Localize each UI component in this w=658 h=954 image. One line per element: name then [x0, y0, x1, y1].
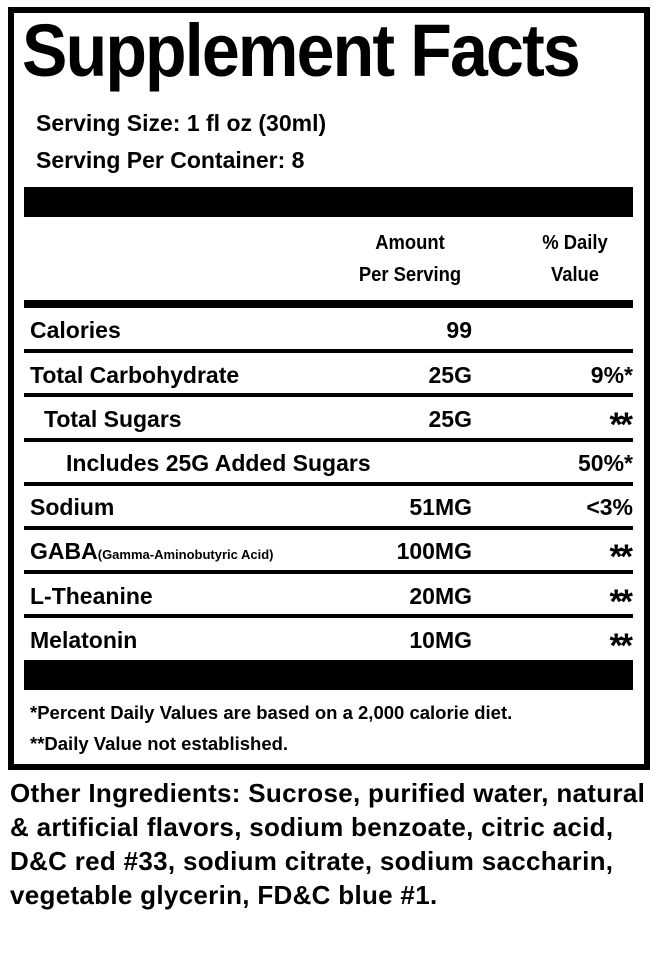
row-divider: [24, 393, 633, 397]
amount-header-line2: Per Serving: [358, 264, 462, 286]
nutrient-name: Total Sugars: [44, 406, 182, 432]
nutrient-row-calories: Calories 99: [24, 308, 633, 352]
daily-value-header: % Daily Value: [515, 227, 635, 291]
header-divider: [24, 300, 633, 308]
nutrient-name-sub: (Gamma-Aminobutyric Acid): [97, 547, 274, 562]
thick-divider: [24, 187, 633, 217]
nutrient-name: Calories: [30, 317, 121, 343]
other-ingredients: Other Ingredients: Sucrose, purified wat…: [10, 776, 650, 912]
nutrient-daily-value: 9%*: [590, 362, 633, 388]
nutrient-name: GABA(Gamma-Aminobutyric Acid): [30, 535, 274, 571]
nutrient-daily-value: **: [609, 538, 634, 576]
nutrient-name: Sodium: [30, 494, 115, 520]
other-ingredients-text: Sucrose, purified water, natural & artif…: [10, 778, 646, 910]
nutrient-name: L-Theanine: [30, 583, 153, 609]
serving-size: Serving Size: 1 fl oz (30ml): [36, 110, 327, 136]
row-divider: [24, 614, 633, 618]
nutrient-daily-value: <3%: [586, 494, 633, 520]
dv-header-line2: Value: [550, 264, 600, 286]
nutrient-name-main: GABA: [30, 538, 98, 564]
nutrient-name: Melatonin: [30, 627, 138, 653]
other-ingredients-label: Other Ingredients:: [10, 778, 241, 808]
row-divider: [24, 349, 633, 353]
nutrient-row-l-theanine: L-Theanine 20MG **: [24, 574, 634, 621]
nutrient-name: Total Carbohydrate: [30, 362, 240, 388]
nutrient-row-added-sugars: Includes 25G Added Sugars 50%*: [24, 441, 633, 485]
thick-divider-bottom: [24, 660, 633, 690]
nutrient-row-gaba: GABA(Gamma-Aminobutyric Acid) 100MG **: [24, 529, 634, 576]
nutrient-amount: 25G: [428, 406, 472, 432]
nutrient-amount: 51MG: [409, 494, 472, 520]
nutrient-row-sodium: Sodium 51MG <3%: [24, 485, 633, 529]
servings-per-container: Serving Per Container: 8: [36, 147, 305, 173]
footnote-not-established: **Daily Value not established.: [30, 733, 289, 754]
nutrient-amount: 99: [446, 317, 472, 343]
nutrient-amount: 25G: [428, 362, 472, 388]
nutrient-amount: 100MG: [396, 538, 472, 564]
nutrient-daily-value: 50%*: [578, 450, 633, 476]
footnote-daily-values: *Percent Daily Values are based on a 2,0…: [30, 702, 513, 723]
nutrient-amount: 10MG: [409, 627, 472, 653]
row-divider: [24, 526, 633, 530]
page-title: Supplement Facts: [22, 9, 581, 92]
dv-header-line1: % Daily: [542, 232, 608, 254]
row-divider: [24, 482, 633, 486]
row-divider: [24, 438, 633, 442]
nutrient-daily-value: **: [609, 627, 634, 665]
row-divider: [24, 570, 633, 574]
nutrient-row-melatonin: Melatonin 10MG **: [24, 618, 634, 665]
supplement-facts-panel: [8, 7, 650, 770]
nutrient-amount: 20MG: [409, 583, 472, 609]
nutrient-daily-value: **: [609, 406, 634, 444]
nutrient-name: Includes 25G Added Sugars: [66, 450, 371, 476]
amount-header: Amount Per Serving: [336, 227, 483, 291]
nutrient-row-total-carbohydrate: Total Carbohydrate 25G 9%*: [24, 353, 633, 397]
amount-header-line1: Amount: [375, 232, 445, 254]
nutrient-row-total-sugars: Total Sugars 25G **: [24, 397, 634, 444]
nutrient-daily-value: **: [609, 583, 634, 621]
